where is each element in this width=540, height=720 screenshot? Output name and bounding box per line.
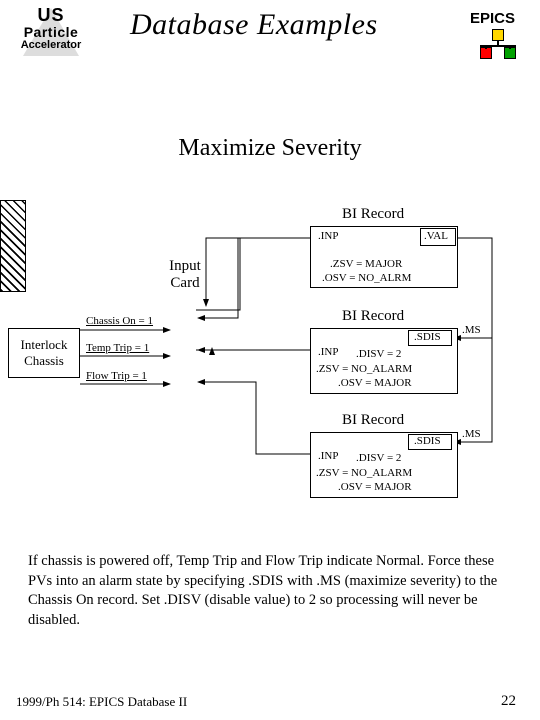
epics-text: EPICS — [470, 10, 530, 27]
record3-inp: .INP — [318, 450, 338, 462]
record3-osv: .OSV = MAJOR — [338, 481, 412, 493]
record2-zsv: .ZSV = NO_ALARM — [316, 363, 412, 375]
us-particle-logo: US Particle Accelerator — [8, 6, 94, 51]
interlock-label: InterlockChassis — [21, 337, 68, 368]
logo-line3: Accelerator — [8, 40, 94, 52]
diagram-wires — [0, 200, 540, 540]
page-title: Database Examples — [130, 8, 378, 42]
record2-osv: .OSV = MAJOR — [338, 377, 412, 389]
record1-val: .VAL — [424, 230, 448, 242]
subtitle: Maximize Severity — [0, 135, 540, 162]
body-text: If chassis is powered off, Temp Trip and… — [28, 552, 512, 630]
record1-zsv: .ZSV = MAJOR — [330, 258, 402, 270]
input-card-label: InputCard — [158, 258, 212, 293]
record3-ms: .MS — [462, 428, 481, 440]
record3-title: BI Record — [342, 412, 404, 429]
record2-inp: .INP — [318, 346, 338, 358]
footer-left: 1999/Ph 514: EPICS Database II — [16, 694, 187, 710]
record1-inp: .INP — [318, 230, 338, 242]
footer-page: 22 — [501, 693, 516, 710]
record2-title: BI Record — [342, 308, 404, 325]
interlock-chassis-box: InterlockChassis — [8, 328, 80, 378]
signal-temp-trip: Temp Trip = 1 — [86, 342, 149, 354]
record2-ms: .MS — [462, 324, 481, 336]
record1-title: BI Record — [342, 206, 404, 223]
record3-sdis: .SDIS — [414, 435, 441, 447]
diagram: InterlockChassis InputCard Chassis On = … — [0, 200, 540, 540]
logo-line2: Particle — [8, 25, 94, 40]
logo-line1: US — [8, 6, 94, 25]
record2-disv: .DISV = 2 — [356, 348, 401, 360]
signal-chassis-on: Chassis On = 1 — [86, 315, 153, 327]
record3-disv: .DISV = 2 — [356, 452, 401, 464]
header: US Particle Accelerator Database Example… — [0, 0, 540, 70]
epics-logo: EPICS — [470, 10, 530, 61]
record3-zsv: .ZSV = NO_ALARM — [316, 467, 412, 479]
record2-sdis: .SDIS — [414, 331, 441, 343]
signal-flow-trip: Flow Trip = 1 — [86, 370, 147, 382]
record1-osv: .OSV = NO_ALRM — [322, 272, 411, 284]
logo-box-top — [492, 29, 504, 41]
